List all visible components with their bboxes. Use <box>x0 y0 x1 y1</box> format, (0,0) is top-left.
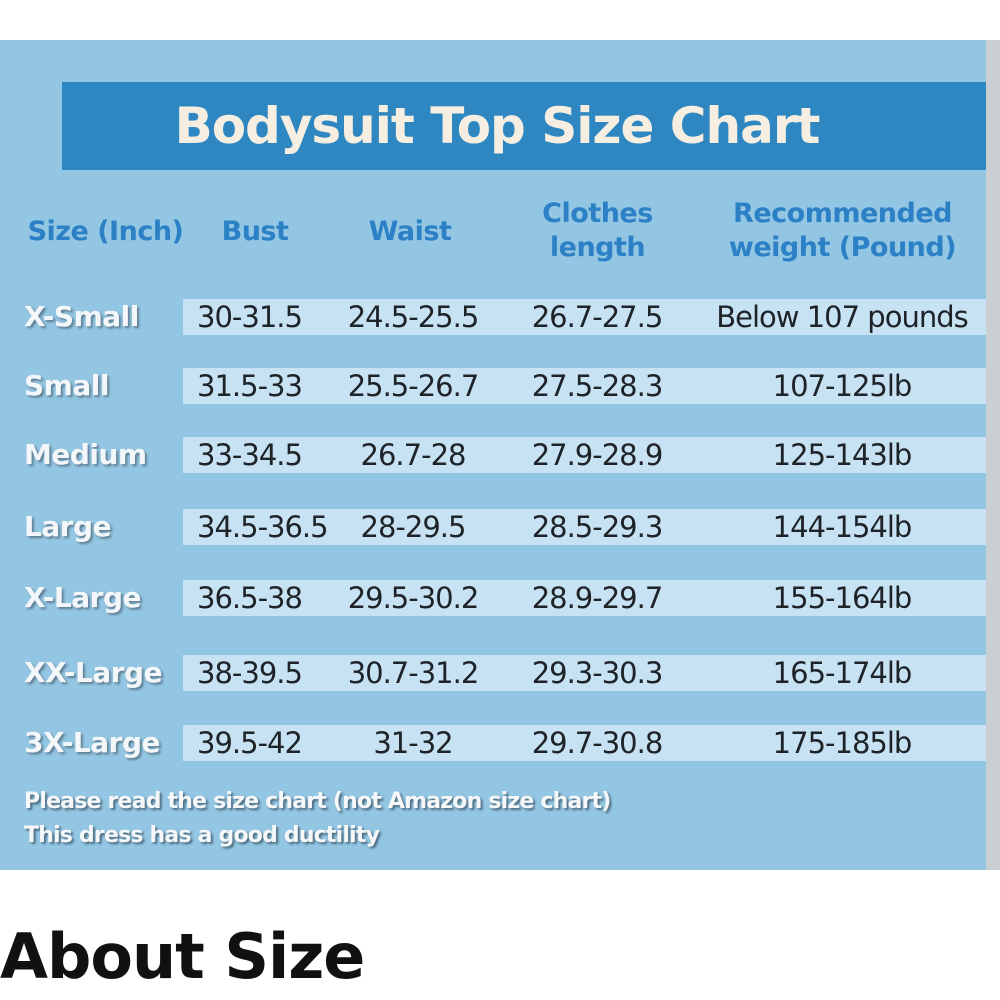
row-stripe <box>183 299 986 335</box>
size-value: Below 107 pounds <box>716 300 968 334</box>
column-header: Size (Inch) <box>27 216 184 247</box>
size-label: Large <box>24 510 112 543</box>
row-stripe <box>183 368 986 404</box>
size-label: X-Small <box>24 300 139 333</box>
size-value: 36.5-38 <box>197 581 303 615</box>
size-value: 30.7-31.2 <box>347 656 480 690</box>
size-value: 25.5-26.7 <box>347 369 480 403</box>
size-value: 29.7-30.8 <box>531 726 664 760</box>
size-value: 34.5-36.5 <box>197 510 329 544</box>
size-value: 31.5-33 <box>197 369 303 403</box>
chart-title: Bodysuit Top Size Chart <box>174 97 821 155</box>
size-value: 27.5-28.3 <box>531 369 664 403</box>
size-label: X-Large <box>24 581 142 614</box>
note: This dress has a good ductility <box>24 823 380 848</box>
size-value: 24.5-25.5 <box>347 300 480 334</box>
size-value: 38-39.5 <box>197 656 303 690</box>
size-value: 31-32 <box>373 726 453 760</box>
size-value: 27.9-28.9 <box>531 438 664 472</box>
size-value: 26.7-27.5 <box>531 300 664 334</box>
size-label: 3X-Large <box>24 726 161 759</box>
size-value: 30-31.5 <box>197 300 303 334</box>
row-stripe <box>183 437 986 473</box>
row-stripe <box>183 725 986 761</box>
note: Please read the size chart (not Amazon s… <box>24 789 611 814</box>
size-value: 28.9-29.7 <box>531 581 664 615</box>
size-label: Small <box>24 369 109 402</box>
row-stripe <box>183 655 986 691</box>
size-value: 107-125lb <box>772 369 913 403</box>
size-label: XX-Large <box>24 656 163 689</box>
size-value: 144-154lb <box>772 510 913 544</box>
size-value: 125-143lb <box>772 438 913 472</box>
column-header: Clothes length <box>542 198 653 263</box>
size-value: 28.5-29.3 <box>531 510 664 544</box>
size-value: 26.7-28 <box>360 438 467 472</box>
size-value: 28-29.5 <box>360 510 467 544</box>
size-value: 39.5-42 <box>197 726 303 760</box>
size-value: 165-174lb <box>772 656 913 690</box>
column-header: Waist <box>368 216 452 247</box>
size-value: 29.3-30.3 <box>531 656 664 690</box>
column-header: Bust <box>221 216 289 247</box>
row-stripe <box>183 580 986 616</box>
next-image-edge <box>986 40 1000 870</box>
size-value: 155-164lb <box>772 581 913 615</box>
row-stripe <box>183 509 986 545</box>
size-label: Medium <box>24 438 147 471</box>
title-bar <box>62 82 986 170</box>
size-value: 175-185lb <box>772 726 913 760</box>
size-value: 29.5-30.2 <box>347 581 480 615</box>
section-heading: About Size <box>0 920 365 993</box>
column-header: Recommended weight (Pound) <box>728 198 957 263</box>
size-value: 33-34.5 <box>197 438 303 472</box>
